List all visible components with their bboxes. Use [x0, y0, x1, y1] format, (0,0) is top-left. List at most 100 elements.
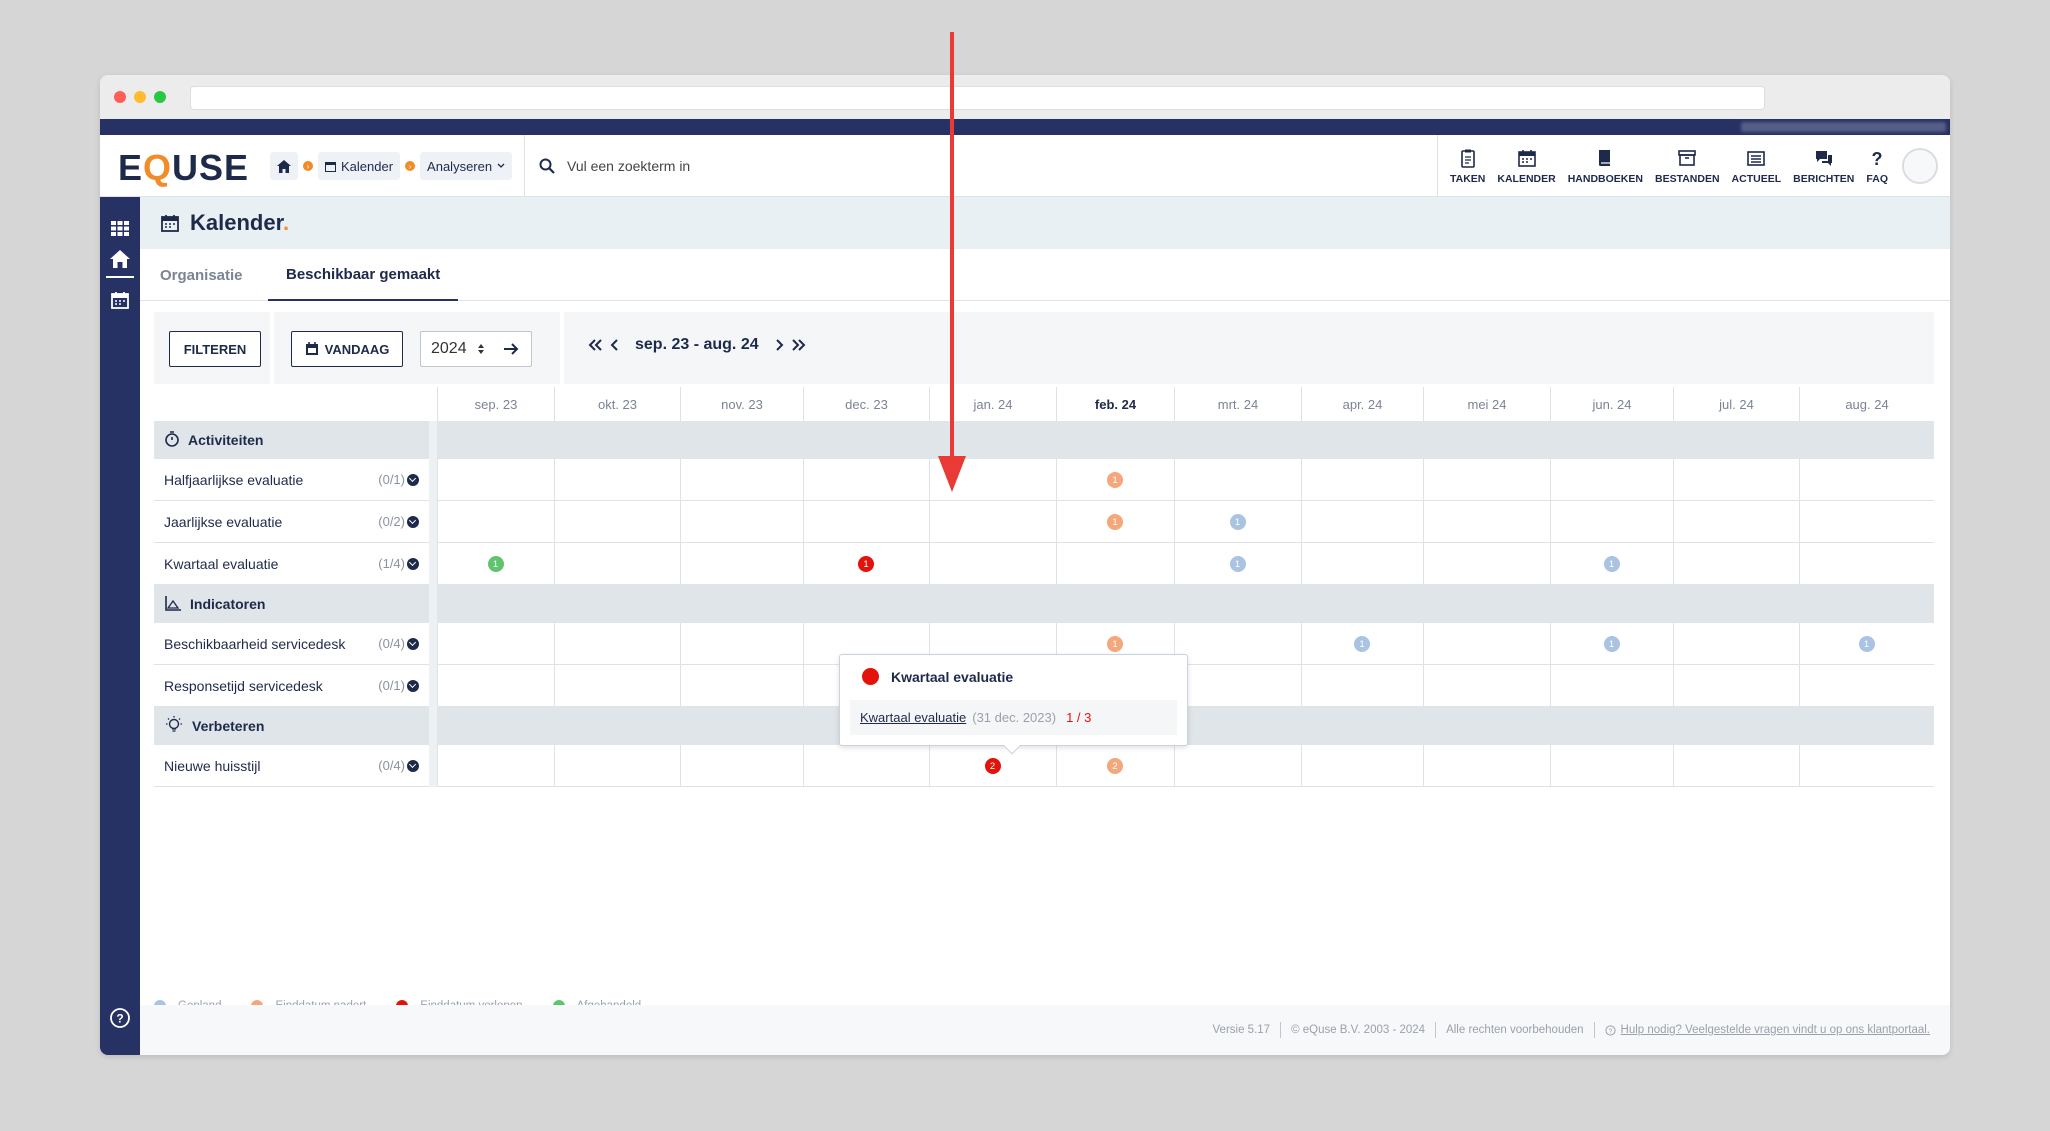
month-cell — [1056, 543, 1174, 584]
month-cell — [1301, 459, 1423, 500]
month-header: jan. 24 — [929, 387, 1056, 421]
row-label[interactable]: Jaarlijkse evaluatie (0/2) — [154, 501, 429, 542]
row-label[interactable]: Nieuwe huisstijl (0/4) — [154, 745, 429, 786]
close-window-dot[interactable] — [114, 91, 126, 103]
nav-berichten[interactable]: BERICHTEN — [1787, 135, 1860, 197]
section-title: Indicatoren — [190, 596, 266, 612]
chevron-down-icon[interactable] — [407, 679, 419, 692]
month-cell — [1056, 501, 1174, 542]
month-cell — [680, 459, 803, 500]
row-label[interactable]: Beschikbaarheid servicedesk (0/4) — [154, 623, 429, 664]
popup-event-row: Kwartaal evaluatie (31 dec. 2023) 1 / 3 — [850, 700, 1177, 735]
chevron-down-icon[interactable] — [407, 473, 419, 486]
month-cell — [1550, 745, 1673, 786]
row-label-text: Nieuwe huisstijl — [164, 757, 261, 774]
label-divider — [429, 623, 437, 665]
year-select[interactable]: 2024 — [420, 331, 532, 367]
search-input[interactable]: Vul een zoekterm in — [567, 158, 691, 174]
section-label: Indicatoren — [154, 585, 429, 623]
tab-organisatie[interactable]: Organisatie — [160, 266, 243, 284]
calendar-icon[interactable] — [109, 289, 131, 311]
footer-divider — [1435, 1022, 1437, 1038]
section-row: Activiteiten — [154, 421, 1934, 459]
breadcrumb-analyse-dropdown[interactable]: Analyseren — [420, 152, 513, 180]
user-avatar[interactable] — [1902, 148, 1938, 184]
filter-button[interactable]: FILTEREN — [169, 331, 261, 367]
tab-beschikbaar-gemaakt[interactable]: Beschikbaar gemaakt — [268, 249, 459, 301]
nav-actueel[interactable]: ACTUEEL — [1726, 135, 1788, 197]
today-button[interactable]: VANDAAG — [291, 331, 403, 367]
event-badge[interactable]: 2 — [1107, 758, 1123, 774]
maximize-window-dot[interactable] — [154, 91, 166, 103]
popup-event-link[interactable]: Kwartaal evaluatie — [860, 710, 967, 725]
event-badge[interactable]: 1 — [1858, 636, 1875, 652]
home-icon[interactable] — [109, 248, 131, 270]
breadcrumb-separator-icon: › — [303, 161, 313, 171]
event-badge[interactable]: 1 — [487, 556, 504, 572]
nav-kalender[interactable]: KALENDER — [1491, 135, 1561, 197]
month-cell — [1423, 745, 1550, 786]
nav-taken[interactable]: TAKEN — [1444, 135, 1491, 197]
event-badge[interactable]: 1 — [1107, 514, 1123, 530]
svg-text:?: ? — [1608, 1028, 1612, 1035]
label-divider — [429, 707, 437, 745]
event-badge[interactable]: 1 — [1603, 556, 1620, 572]
row-label[interactable]: Kwartaal evaluatie (1/4) — [154, 543, 429, 584]
event-badge[interactable]: 1 — [1354, 636, 1370, 652]
month-cell — [437, 501, 554, 542]
stopwatch-icon — [164, 430, 180, 450]
arrow-right-icon[interactable] — [503, 342, 519, 356]
footer-help-link[interactable]: Hulp nodig? Veelgestelde vragen vindt u … — [1620, 1024, 1930, 1036]
chevron-down-icon[interactable] — [407, 557, 419, 570]
event-badge[interactable]: 1 — [1229, 556, 1246, 572]
address-bar[interactable] — [190, 86, 1765, 110]
month-cell — [1301, 665, 1423, 706]
month-cell — [1550, 501, 1673, 542]
event-badge[interactable]: 1 — [1107, 636, 1123, 652]
row-count: (0/1) — [378, 472, 405, 487]
apps-grid-icon[interactable] — [109, 217, 131, 239]
row-label[interactable]: Responsetijd servicedesk (0/1) — [154, 665, 429, 706]
month-header: sep. 23 — [437, 387, 554, 421]
breadcrumb-calendar[interactable]: Kalender — [318, 152, 401, 180]
event-badge[interactable]: 1 — [1603, 636, 1620, 652]
row-label-text: Responsetijd servicedesk — [164, 677, 323, 694]
equse-logo[interactable]: EQUSE — [118, 147, 250, 188]
nav-faq[interactable]: ? FAQ — [1860, 135, 1894, 197]
search-area[interactable]: Vul een zoekterm in — [524, 135, 690, 197]
row-label[interactable]: Halfjaarlijkse evaluatie (0/1) — [154, 459, 429, 500]
chevron-left-icon[interactable] — [610, 338, 619, 352]
month-cell — [437, 665, 554, 706]
month-cell — [680, 501, 803, 542]
app-header: EQUSE › Kalender › Analyseren Vul een zo… — [100, 135, 1950, 197]
month-header: mei 24 — [1423, 387, 1550, 421]
month-cell — [1673, 501, 1799, 542]
month-cell — [680, 543, 803, 584]
event-badge[interactable]: 1 — [858, 556, 874, 572]
double-chevron-right-icon[interactable] — [791, 338, 806, 352]
search-icon — [539, 158, 555, 174]
svg-text:?: ? — [116, 1012, 123, 1026]
nav-handboeken[interactable]: HANDBOEKEN — [1562, 135, 1649, 197]
month-header: nov. 23 — [680, 387, 803, 421]
nav-bestanden[interactable]: BESTANDEN — [1649, 135, 1726, 197]
popup-header: Kwartaal evaluatie — [862, 668, 1013, 685]
chevron-down-icon[interactable] — [407, 515, 419, 528]
breadcrumb-home[interactable] — [270, 152, 298, 180]
calendar-row: Jaarlijkse evaluatie (0/2) 1 1 — [154, 501, 1934, 543]
month-cell — [1301, 745, 1423, 786]
status-dot-icon — [862, 668, 879, 685]
event-badge[interactable]: 1 — [1107, 472, 1123, 488]
help-circle-icon[interactable]: ? — [109, 1007, 131, 1029]
main-content: Kalender. Organisatie Beschikbaar gemaak… — [140, 197, 1950, 1055]
chevron-right-icon[interactable] — [775, 338, 784, 352]
home-icon — [277, 159, 291, 173]
event-badge[interactable]: 1 — [1229, 514, 1246, 530]
page-title-bar: Kalender. — [140, 197, 1950, 249]
double-chevron-left-icon[interactable] — [588, 338, 602, 352]
chevron-down-icon[interactable] — [407, 637, 419, 650]
event-badge[interactable]: 2 — [984, 758, 1001, 774]
minimize-window-dot[interactable] — [134, 91, 146, 103]
chevron-down-icon[interactable] — [407, 759, 419, 772]
calendar-row: Kwartaal evaluatie (1/4) 1 1 1 1 — [154, 543, 1934, 585]
